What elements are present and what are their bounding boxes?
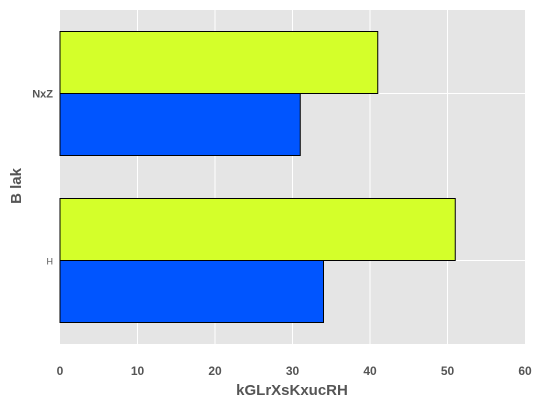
y-tick-H: H bbox=[47, 257, 54, 267]
y-tick-NxZ: NxZ bbox=[32, 89, 53, 101]
bar-H-series-1 bbox=[59, 198, 456, 261]
x-axis-label: kGLrXsKxucRH bbox=[236, 382, 348, 399]
y-axis-label: B lak bbox=[8, 167, 25, 204]
y-tick-labels: H NxZ bbox=[32, 89, 53, 267]
bar-NxZ-series-0 bbox=[59, 93, 301, 156]
x-tick-50: 50 bbox=[441, 364, 455, 378]
bars bbox=[59, 31, 456, 323]
x-tick-40: 40 bbox=[363, 364, 377, 378]
bar-NxZ-series-1 bbox=[59, 31, 379, 94]
x-tick-0: 0 bbox=[57, 364, 64, 378]
x-tick-10: 10 bbox=[131, 364, 145, 378]
x-tick-20: 20 bbox=[208, 364, 222, 378]
bar-H-series-0 bbox=[59, 260, 324, 323]
x-tick-30: 30 bbox=[286, 364, 300, 378]
x-tick-60: 60 bbox=[518, 364, 532, 378]
x-tick-labels: 0 10 20 30 40 50 60 bbox=[57, 364, 532, 378]
